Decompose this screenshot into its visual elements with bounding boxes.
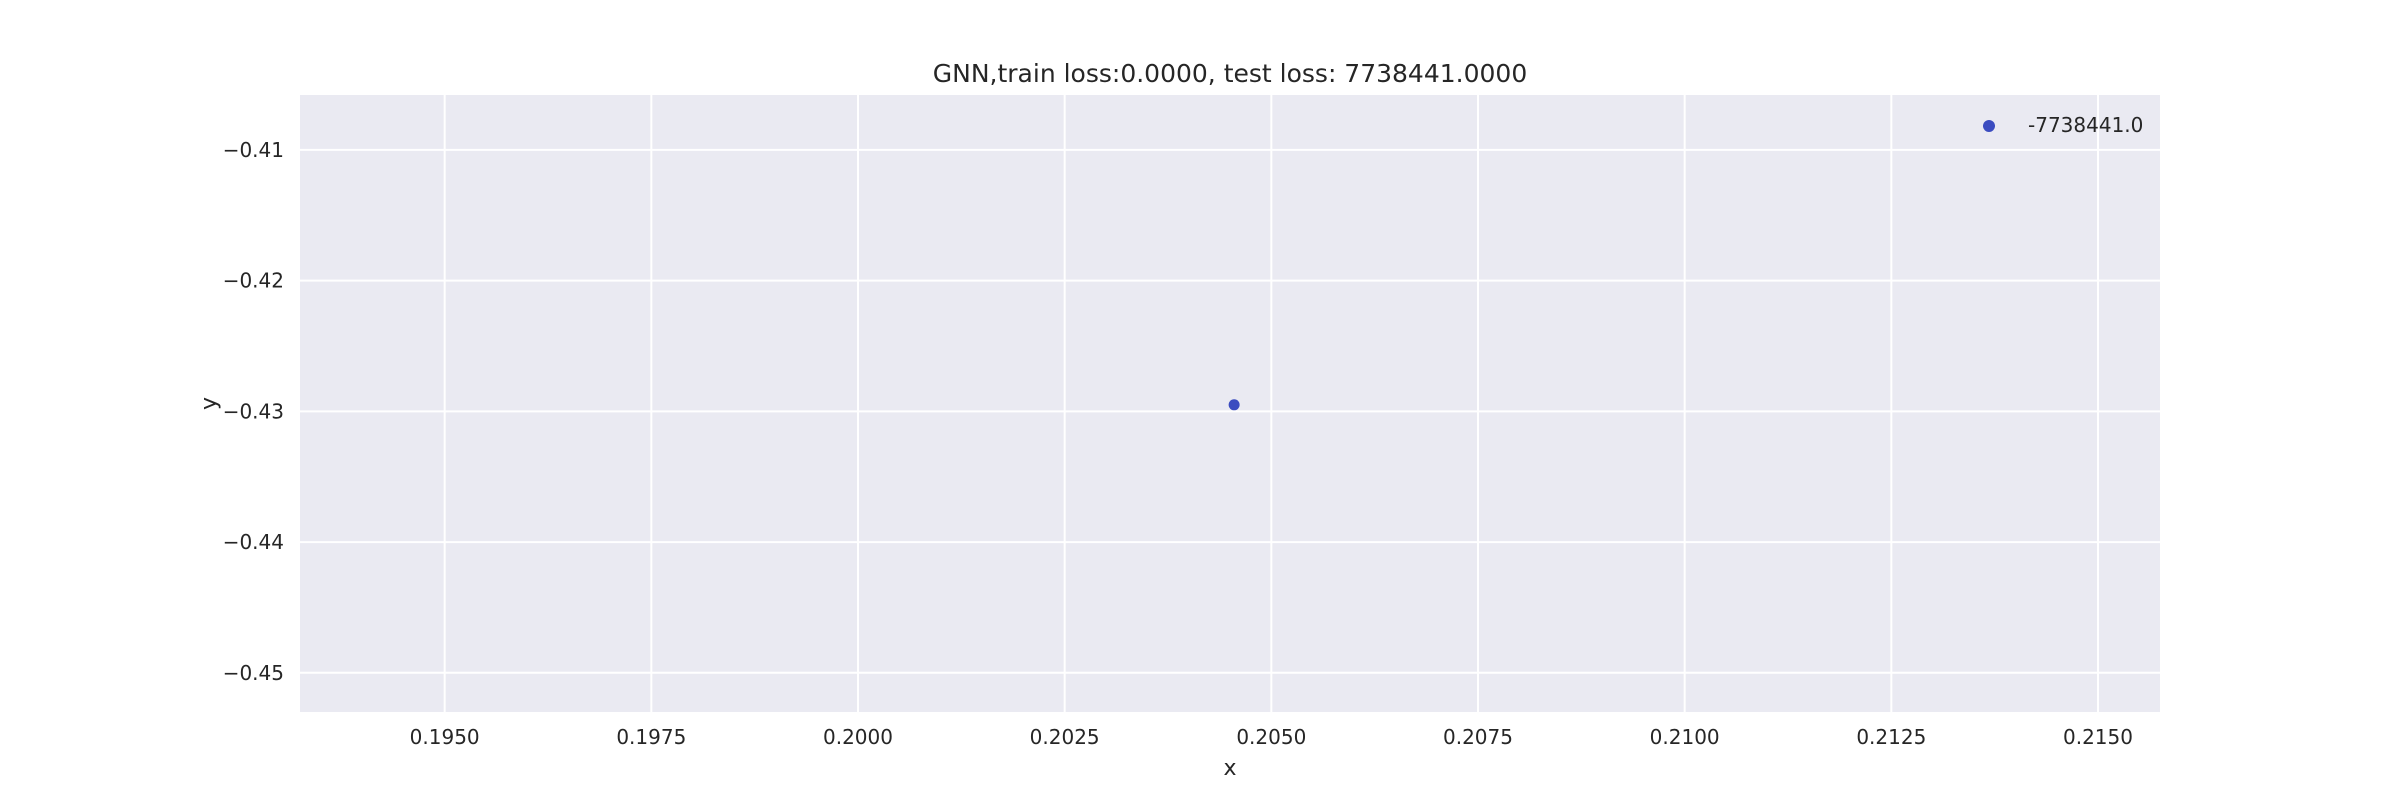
x-tick-labels: 0.1950 0.1975 0.2000 0.2025 0.2050 0.2075 0.21… bbox=[410, 725, 2133, 749]
x-tick-label: 0.1975 bbox=[616, 725, 686, 749]
x-tick-label: 0.2150 bbox=[2063, 725, 2133, 749]
y-tick-label: −0.44 bbox=[223, 530, 284, 554]
y-tick-label: −0.41 bbox=[223, 138, 284, 162]
chart-title: GNN,train loss:0.0000, test loss: 773844… bbox=[933, 59, 1527, 88]
x-tick-label: 0.2125 bbox=[1856, 725, 1926, 749]
x-tick-label: 0.2000 bbox=[823, 725, 893, 749]
grid-lines bbox=[300, 95, 2160, 712]
y-tick-label: −0.43 bbox=[223, 399, 284, 423]
y-tick-label: −0.45 bbox=[223, 661, 284, 685]
y-tick-labels: −0.41 −0.42 −0.43 −0.44 −0.45 bbox=[223, 138, 284, 685]
data-points bbox=[1228, 399, 1240, 411]
x-axis-label: x bbox=[1223, 756, 1236, 781]
x-tick-label: 0.2075 bbox=[1443, 725, 1513, 749]
y-tick-label: −0.42 bbox=[223, 269, 284, 293]
x-tick-label: 0.2100 bbox=[1650, 725, 1720, 749]
x-tick-label: 0.2050 bbox=[1236, 725, 1306, 749]
legend: -7738441.0 bbox=[1983, 113, 2143, 137]
x-tick-label: 0.1950 bbox=[410, 725, 480, 749]
x-tick-label: 0.2025 bbox=[1030, 725, 1100, 749]
data-point bbox=[1228, 399, 1240, 411]
legend-marker bbox=[1983, 120, 1995, 132]
legend-label: -7738441.0 bbox=[2028, 113, 2143, 137]
y-axis-label: y bbox=[197, 397, 222, 410]
